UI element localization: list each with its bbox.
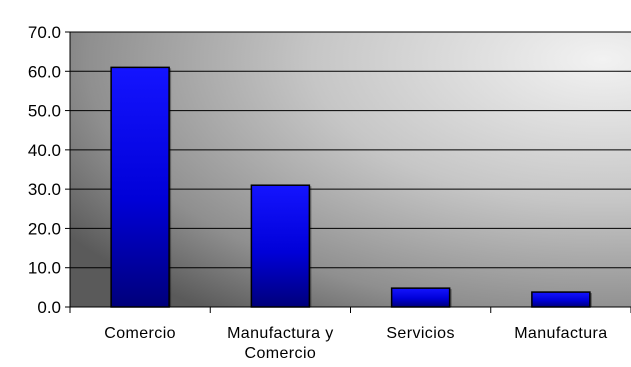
- x-category-label: Comercio: [104, 325, 176, 342]
- bar: [110, 66, 170, 308]
- x-category-labels: Comercio Manufactura y Comercio Servicios Ma…: [104, 325, 607, 362]
- y-tick-label: 50.0: [28, 102, 61, 121]
- y-tick-label: 30.0: [28, 180, 61, 199]
- bar: [390, 287, 451, 308]
- bar: [531, 291, 591, 308]
- axes: [65, 31, 631, 313]
- y-tick-label: 0.0: [37, 298, 61, 317]
- y-tick-label: 10.0: [28, 259, 61, 278]
- bar: [250, 184, 311, 308]
- y-tick-label: 20.0: [28, 219, 61, 238]
- bars: [110, 66, 592, 308]
- x-category-label: Manufactura y: [227, 325, 334, 342]
- y-tick-label: 40.0: [28, 141, 61, 160]
- x-category-label: Servicios: [386, 325, 455, 342]
- x-category-label: Manufactura: [514, 325, 607, 342]
- y-tick-label: 70.0: [28, 23, 61, 42]
- x-category-label: Comercio: [245, 345, 317, 362]
- y-tick-labels: 0.0 10.0 20.0 30.0 40.0 50.0 60.0 70.0: [28, 23, 61, 317]
- y-tick-label: 60.0: [28, 62, 61, 81]
